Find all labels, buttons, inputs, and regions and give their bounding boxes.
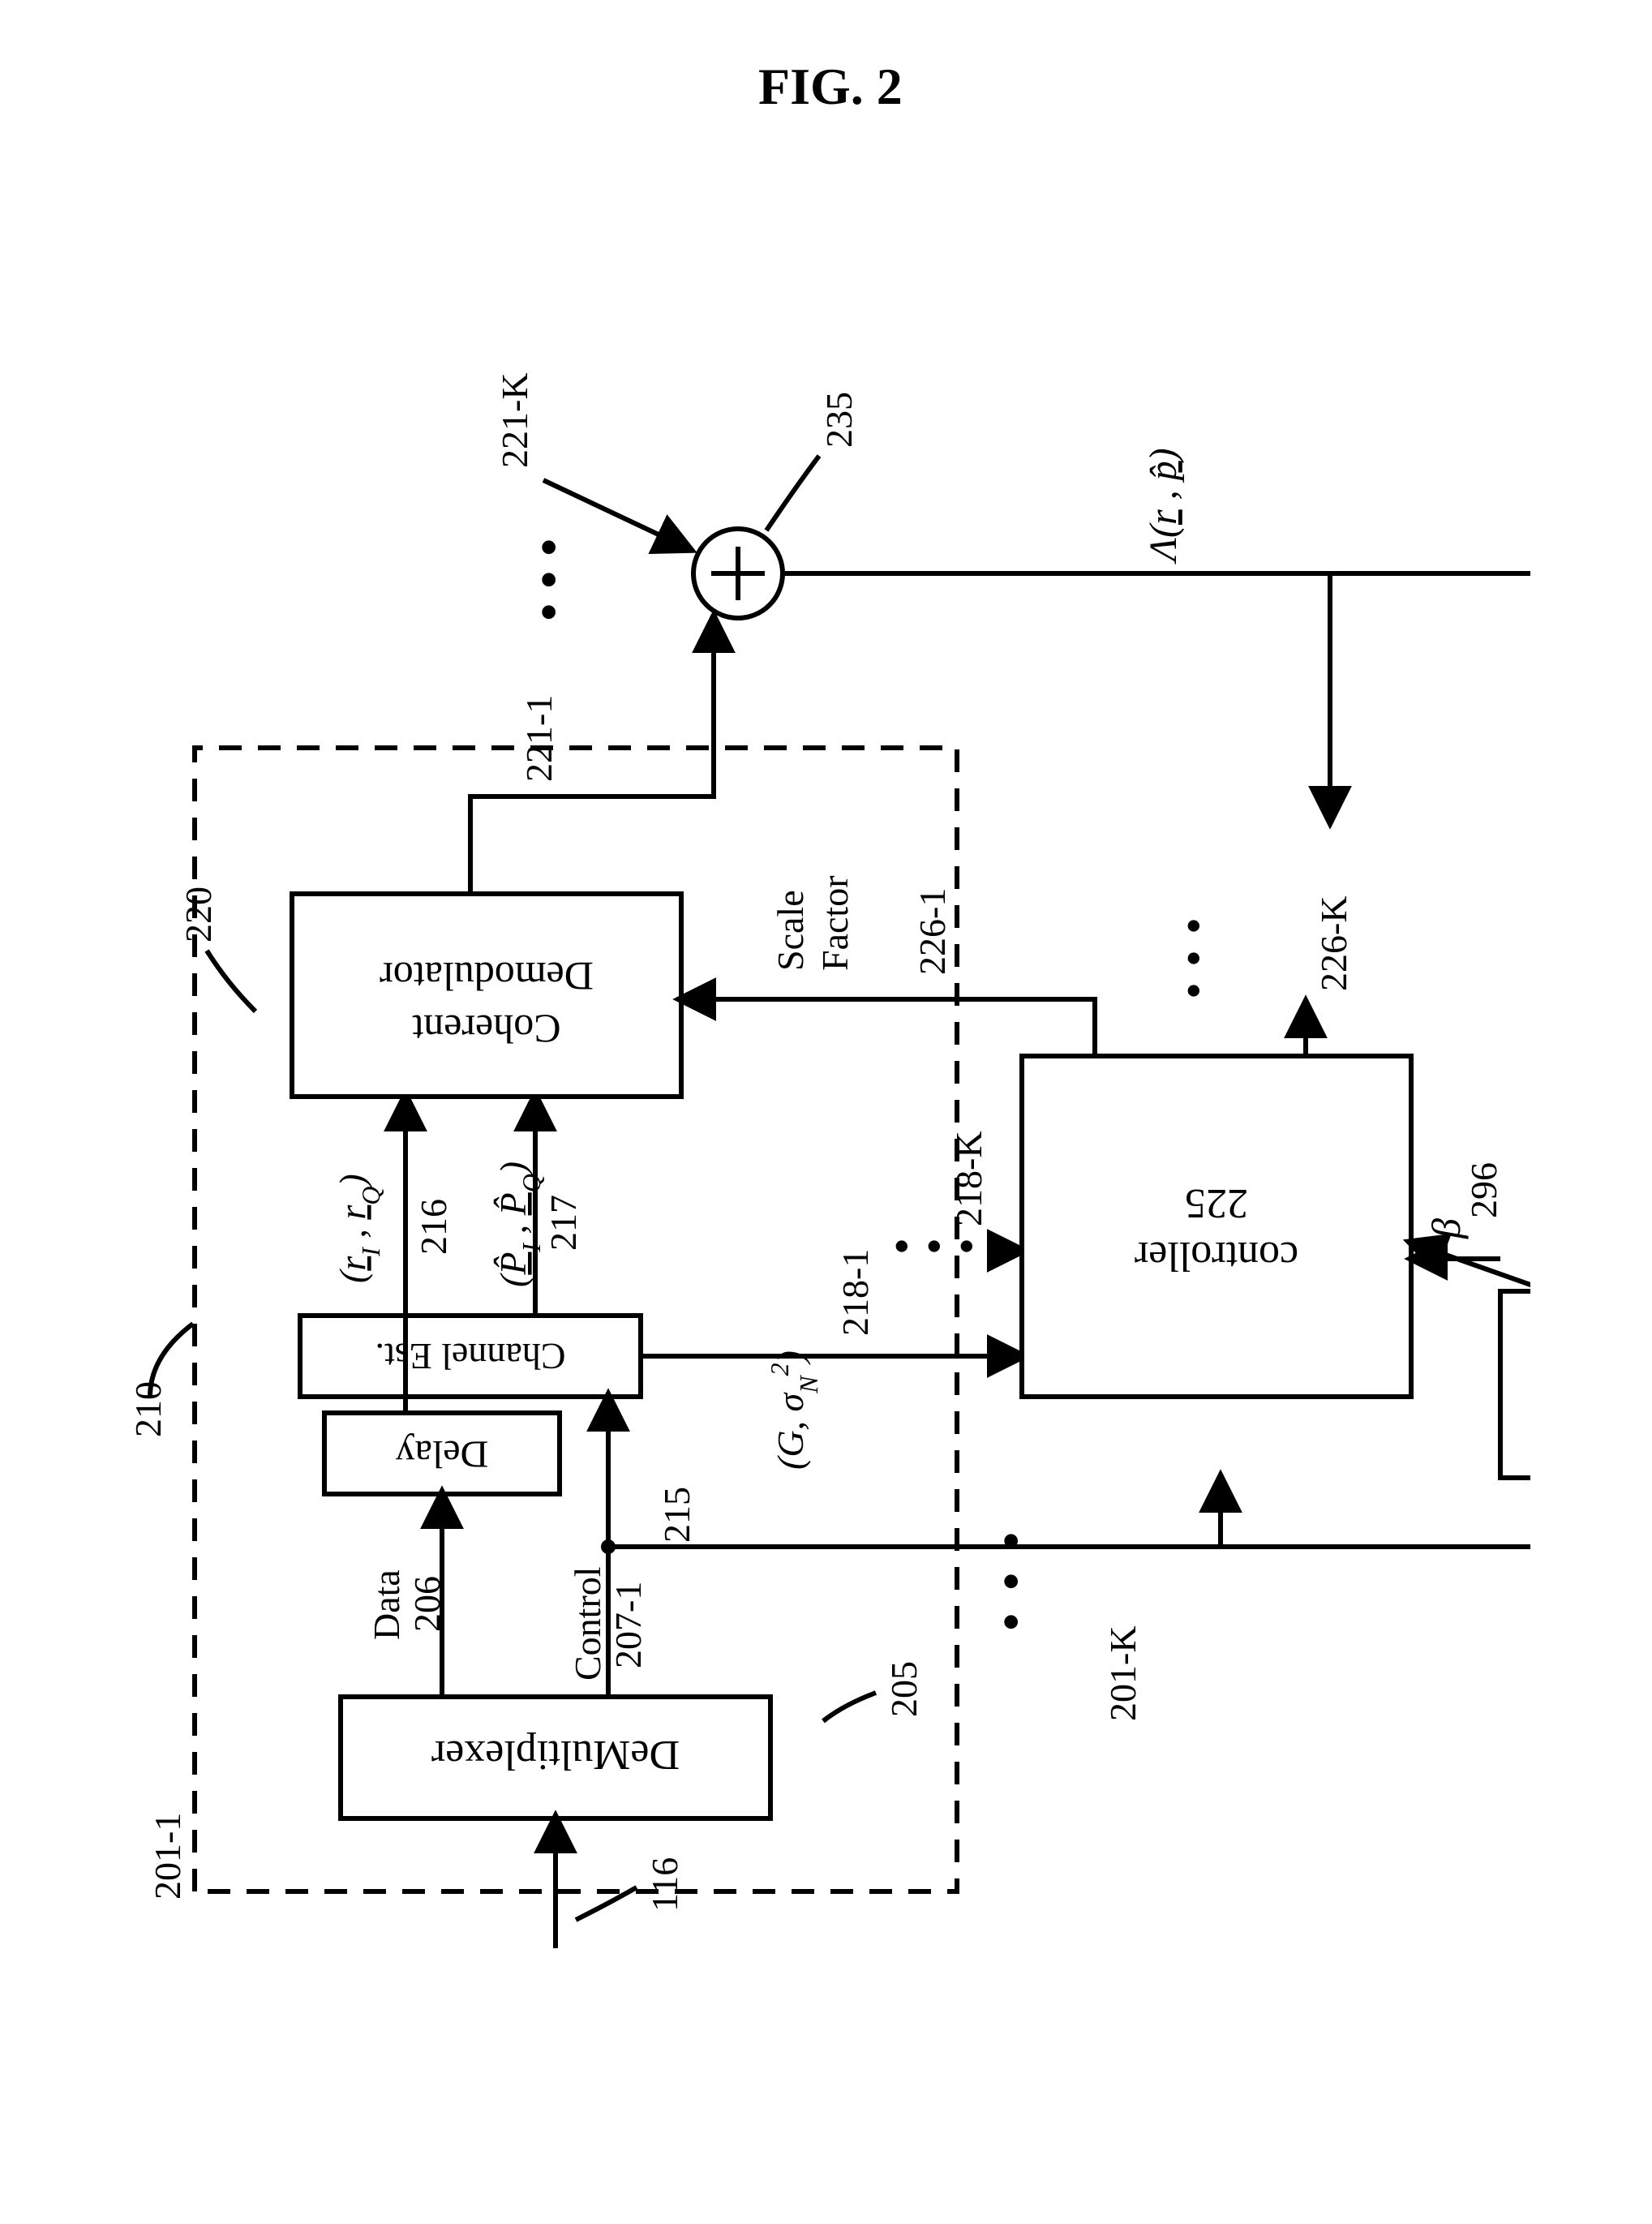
dots-201c: • xyxy=(980,1531,1043,1551)
wire-control-to-csd-2 xyxy=(1221,1478,1530,1547)
demod-label1: Coherent xyxy=(412,1007,560,1052)
label-218k: 218-K xyxy=(948,1131,989,1226)
dots-226b: • xyxy=(1167,950,1221,967)
dots-221c: • xyxy=(518,537,581,557)
label-lambda: Λ(r , p̂) xyxy=(1142,448,1185,565)
label-data: Data xyxy=(366,1569,407,1640)
wire-scale xyxy=(681,999,1095,1056)
figure-title: FIG. 2 xyxy=(758,57,903,117)
leader-205 xyxy=(823,1693,876,1721)
dots-218c: • xyxy=(940,1238,993,1255)
wire-beta-up xyxy=(1411,1243,1530,1291)
label-201k: 201-K xyxy=(1102,1625,1144,1721)
label-scale1: Scale xyxy=(770,890,811,971)
leader-235 xyxy=(766,456,819,530)
wire-sum-dec xyxy=(783,573,1330,821)
label-218-1: 218-1 xyxy=(835,1249,876,1336)
label-ri-rq: (rI , rQ) xyxy=(332,1174,385,1283)
dots-226c: • xyxy=(1167,917,1221,934)
label-g-sigma: (G, σN2) xyxy=(765,1350,823,1470)
diagram: 201-1 210 DeMultiplexer 205 116 Delay xyxy=(122,162,1530,2062)
label-226-1: 226-1 xyxy=(912,888,953,975)
wire-sum-to-decoder xyxy=(783,573,1530,821)
page: FIG. 2 201-1 210 DeMultiplex xyxy=(0,0,1652,2224)
label-pi-pq: (P̂I , P̂Q) xyxy=(492,1161,546,1287)
dots-201b: • xyxy=(980,1571,1043,1591)
label-116: 116 xyxy=(644,1857,685,1912)
label-205: 205 xyxy=(883,1661,925,1717)
label-201-1: 201-1 xyxy=(147,1813,188,1900)
leader-220 xyxy=(207,951,255,1011)
dots-226a: • xyxy=(1167,982,1221,999)
demux-label: DeMultiplexer xyxy=(431,1732,680,1778)
wire-control-to-csd xyxy=(608,1478,1221,1547)
label-235: 235 xyxy=(818,392,860,448)
label-221k: 221-K xyxy=(494,372,535,468)
label-scale2: Factor xyxy=(814,875,856,971)
wire-221-1 xyxy=(470,618,714,894)
demod-label2: Demodulator xyxy=(380,954,594,999)
dots-201a: • xyxy=(980,1612,1043,1632)
label-215: 215 xyxy=(656,1487,697,1543)
label-226k: 226-K xyxy=(1313,895,1354,991)
label-207-1: 207-1 xyxy=(607,1582,649,1668)
dots-221a: • xyxy=(518,602,581,622)
delay-label: Delay xyxy=(396,1432,489,1475)
label-206: 206 xyxy=(406,1576,448,1632)
label-217: 217 xyxy=(543,1195,584,1251)
controller-ref: 225 xyxy=(1185,1180,1248,1226)
label-221-1: 221-1 xyxy=(518,695,560,782)
csd-box xyxy=(1500,1291,1530,1478)
label-control: Control xyxy=(567,1566,608,1681)
label-220: 220 xyxy=(178,887,219,942)
label-210: 210 xyxy=(127,1381,169,1437)
label-216: 216 xyxy=(413,1199,454,1255)
controller-label: controller xyxy=(1135,1233,1298,1279)
dots-221b: • xyxy=(518,569,581,590)
label-beta: β xyxy=(1423,1218,1469,1239)
label-296b: 296 xyxy=(1463,1162,1504,1218)
